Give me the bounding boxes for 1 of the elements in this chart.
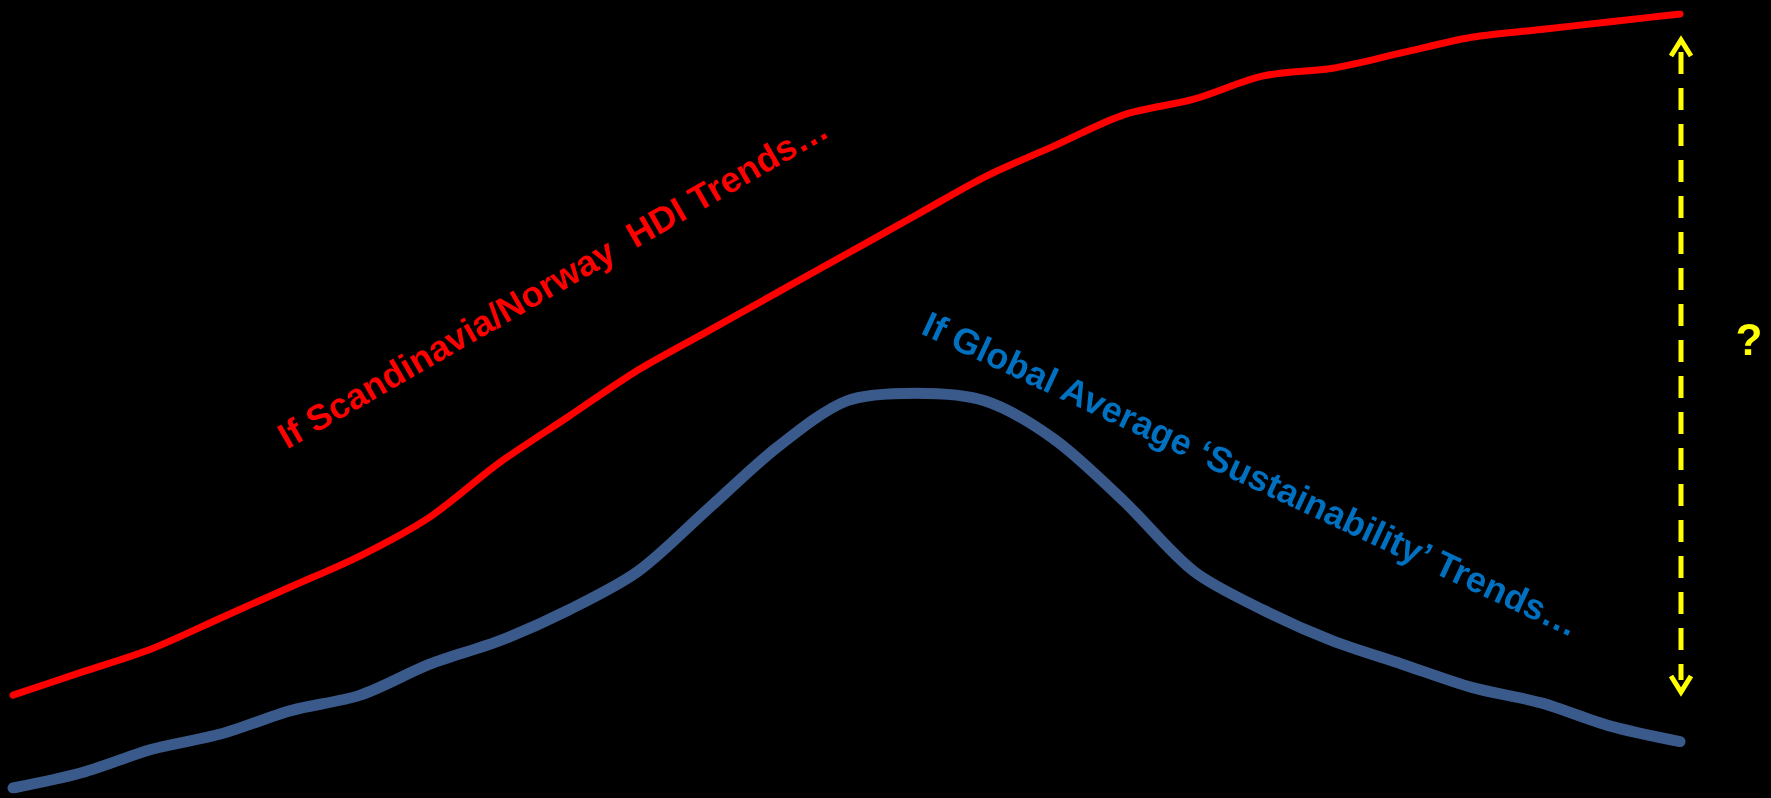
- text: ?: [1735, 314, 1763, 364]
